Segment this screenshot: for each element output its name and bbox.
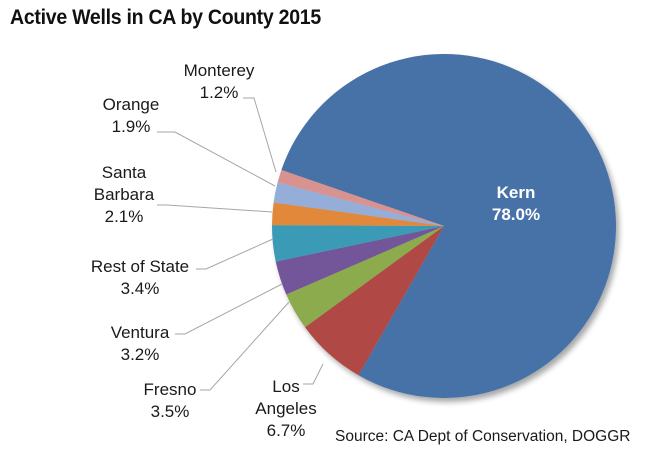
slice-name-label: Barbara [94, 185, 155, 204]
slice-value-label: 2.1% [105, 207, 144, 226]
source-note: Source: CA Dept of Conservation, DOGGR [335, 428, 630, 445]
leader-line-ventura [175, 283, 283, 335]
leader-line-orange [157, 131, 276, 187]
chart-title: Active Wells in CA by County 2015 [10, 6, 321, 29]
pie-slice-fresno [286, 226, 444, 328]
slice-name-label: Angeles [255, 399, 316, 418]
slice-name-label: Ventura [111, 323, 170, 342]
leader-line-santa-barbara [157, 204, 273, 213]
slice-name-label: Santa [102, 163, 147, 182]
pie-slice-rest-of-state [271, 225, 444, 262]
pie-slice-ventura [275, 226, 444, 295]
slice-value-label: 6.7% [267, 421, 306, 440]
slice-label-ventura: Ventura 3.2% [111, 323, 170, 364]
pie-slice-monterey [277, 170, 444, 226]
leader-line-rest-of-state [196, 238, 274, 270]
slice-value-label: 3.2% [121, 345, 160, 364]
slice-name-label: Fresno [144, 380, 197, 399]
slice-name-label: Rest of State [91, 257, 189, 276]
pie-slices [271, 53, 617, 399]
leader-lines [157, 97, 324, 391]
slice-label-rest-of-state: Rest of State 3.4% [91, 257, 189, 298]
slice-value-label: 1.9% [112, 117, 151, 136]
slice-value-label: 3.4% [121, 279, 160, 298]
slice-value-label: 1.2% [200, 83, 239, 102]
slice-name-label: Kern [497, 183, 536, 202]
slice-label-monterey: Monterey 1.2% [184, 61, 255, 102]
slice-label-santa-barbara: Santa Barbara 2.1% [94, 163, 155, 226]
leader-line-los-angeles [303, 363, 324, 385]
slice-name-label: Orange [103, 95, 160, 114]
pie-slice-santa-barbara [272, 202, 444, 226]
slice-label-orange: Orange 1.9% [103, 95, 160, 136]
pie-slice-orange [273, 182, 444, 226]
leader-line-fresno [200, 301, 290, 391]
slice-name-label: Monterey [184, 61, 255, 80]
slice-name-label: Los [272, 377, 299, 396]
slice-value-label: 78.0% [492, 205, 540, 224]
pie-slice-los-angeles [304, 226, 444, 376]
leader-line-monterey [243, 97, 277, 173]
slice-labels: Kern 78.0% Los Angeles 6.7% Fresno 3.5% Ventura… [91, 61, 540, 440]
pie-slice-kern [281, 53, 617, 399]
slice-label-los-angeles: Los Angeles 6.7% [255, 377, 316, 440]
slice-label-kern: Kern 78.0% [492, 183, 540, 224]
slice-label-fresno: Fresno 3.5% [144, 380, 197, 421]
slice-value-label: 3.5% [151, 402, 190, 421]
